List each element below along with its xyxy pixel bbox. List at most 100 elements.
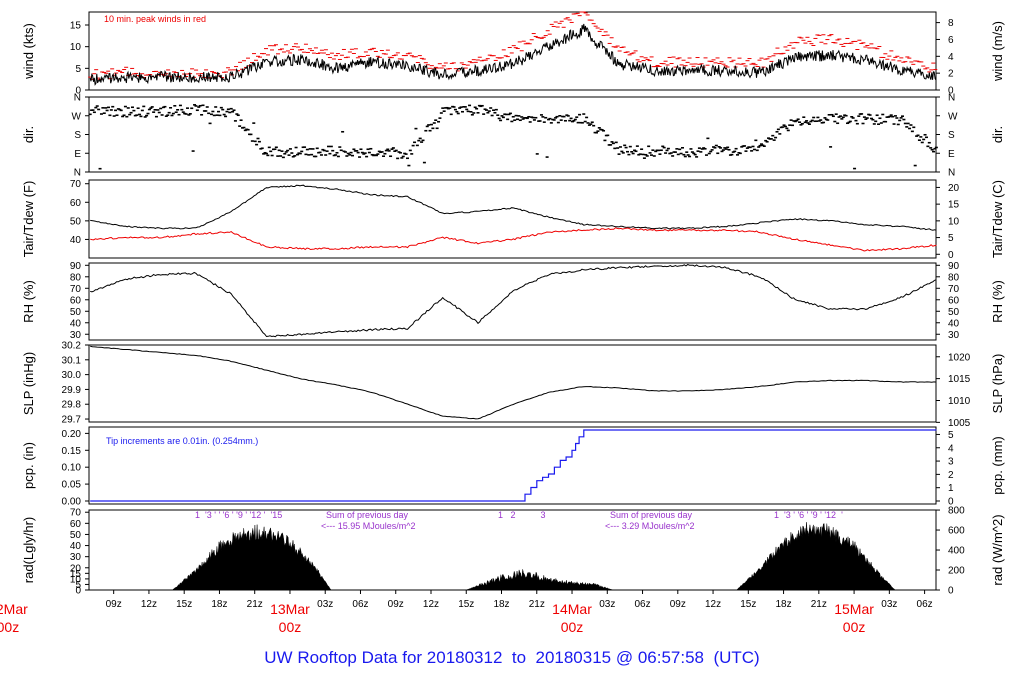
slp-ytick-left-3-tick-label: 30.0 (62, 370, 82, 381)
x-tick-label-12: 21z (529, 599, 545, 610)
dir-ytick-left-2-tick-label: S (74, 130, 81, 141)
slp-panel-frame (88, 344, 937, 423)
x-tick-label-4: 21z (247, 599, 263, 610)
dir-ytick-left-4-tick-label: N (74, 93, 81, 104)
pcp-ytick-left-0-tick-label: 0.00 (62, 497, 82, 508)
rad-day-area-2 (735, 522, 896, 591)
wind-ytick-right-2-tick-label: 4 (948, 52, 954, 63)
wind-ytick-left-1-tick-label: 5 (75, 64, 81, 75)
dir-series (88, 104, 938, 170)
pcp-ytick-right-3-tick-label: 3 (948, 457, 954, 468)
slp-ylabel-right: SLP (hPa) (990, 354, 1005, 414)
temp-ytick-right-4-tick-label: 20 (948, 183, 960, 194)
pcp-ylabel-left: pcp. (in) (21, 442, 36, 489)
rad-ylabel-left: rad(Lgly/hr) (21, 517, 36, 583)
wind-ytick-right-1-tick-label: 2 (948, 69, 954, 80)
rad-ytick-right-4-tick-label: 800 (948, 506, 965, 517)
temp-ylabel-left: Tair/Tdew (F) (21, 181, 36, 258)
rh-ytick-left-6-tick-label: 90 (70, 261, 82, 272)
slp-ytick-left-1-tick-label: 29.8 (62, 400, 82, 411)
rad-ytick-left-0-tick-label: 0 (75, 586, 81, 597)
pcp-annotation: Tip increments are 0.01in. (0.254mm.) (106, 436, 258, 446)
rad-ytick-left-9-tick-label: 70 (70, 508, 82, 519)
wind-peak-series (88, 11, 938, 80)
rh-ytick-left-0-tick-label: 30 (70, 330, 82, 341)
pcp-ytick-left-2-tick-label: 0.10 (62, 463, 82, 474)
rad-ytick-left-6-tick-label: 40 (70, 541, 82, 552)
pcp-ytick-left-3-tick-label: 0.15 (62, 446, 82, 457)
rh-ytick-left-2-tick-label: 50 (70, 307, 82, 318)
temp-ytick-right-1-tick-label: 5 (948, 233, 954, 244)
wind-ytick-left-0-tick-label: 0 (75, 86, 81, 97)
x-tick-label-14: 03z (599, 599, 615, 610)
temp-ytick-right-2-tick-label: 10 (948, 216, 960, 227)
x-tick-label-20: 21z (811, 599, 827, 610)
tdew-series (90, 227, 937, 252)
x-tick-label-19: 18z (776, 599, 792, 610)
dir-ytick-right-0-tick-label: N (948, 168, 955, 179)
x-tick-label-2: 15z (176, 599, 192, 610)
rad-ytick-left-3-tick-label: 15 (70, 569, 82, 580)
rad-sum-value-0: <--- 15.95 MJoules/m^2 (321, 521, 416, 531)
rh-ytick-right-6-tick-label: 90 (948, 261, 960, 272)
x-tick-label-16: 09z (670, 599, 686, 610)
rh-ytick-right-0-tick-label: 30 (948, 330, 960, 341)
x-tick-label-1: 12z (141, 599, 157, 610)
temp-ytick-right-3-tick-label: 15 (948, 200, 960, 211)
temp-ytick-left-0-tick-label: 40 (70, 235, 82, 246)
x-tick-label-10: 15z (458, 599, 474, 610)
rad-ytick-left-8-tick-label: 60 (70, 519, 82, 530)
dir-ytick-left-3-tick-label: W (72, 111, 82, 122)
rad-ytick-left-7-tick-label: 50 (70, 530, 82, 541)
rad-ytick-left-1-tick-label: 5 (75, 580, 81, 591)
pcp-series (90, 429, 937, 502)
dir-ytick-right-3-tick-label: W (948, 111, 958, 122)
rad-ytick-right-2-tick-label: 400 (948, 546, 965, 557)
pcp-ytick-right-4-tick-label: 4 (948, 443, 954, 454)
rh-panel-frame (88, 262, 937, 341)
wind-ytick-left-2-tick-label: 10 (70, 42, 82, 53)
rad-sum-title-0: Sum of previous day (326, 510, 409, 520)
pcp-ytick-right-1-tick-label: 1 (948, 483, 954, 494)
x-day-hour-1: 00z (279, 619, 302, 635)
x-day-hour-3: 00z (843, 619, 866, 635)
temp-ytick-left-3-tick-label: 70 (70, 179, 82, 190)
rad-ytick-right-0-tick-label: 0 (948, 586, 954, 597)
x-tick-label-0: 09z (106, 599, 122, 610)
wind-ytick-left-3-tick-label: 15 (70, 21, 82, 32)
slp-ytick-left-5-tick-label: 30.2 (62, 341, 82, 352)
rad-sum-title-1: Sum of previous day (610, 510, 693, 520)
rad-hour-markers-1: 1 2 3 (498, 510, 546, 520)
tair-series (90, 184, 937, 231)
x-tick-label-3: 18z (211, 599, 227, 610)
pcp-ytick-right-5-tick-label: 5 (948, 430, 954, 441)
x-day-date-0: 12Mar (0, 601, 28, 617)
rad-ylabel-right: rad (W/m^2) (990, 514, 1005, 585)
pcp-ytick-left-4-tick-label: 0.20 (62, 429, 82, 440)
pcp-ytick-right-2-tick-label: 2 (948, 470, 954, 481)
pcp-ytick-right-0-tick-label: 0 (948, 497, 954, 508)
rad-hour-markers-0: 1 '3 ' ' '6 ' '9 ' '12 ' '15 (195, 510, 282, 520)
wind-annotation: 10 min. peak winds in red (104, 14, 206, 24)
rh-ytick-left-3-tick-label: 60 (70, 295, 82, 306)
chart-caption: UW Rooftop Data for 20180312 to 20180315… (264, 648, 760, 667)
rad-hour-markers-2: 1 '3 ' '6 ' '9 ' '12 ' (774, 510, 843, 520)
dir-ytick-right-4-tick-label: N (948, 93, 955, 104)
temp-ytick-left-2-tick-label: 60 (70, 198, 82, 209)
dir-ylabel-left: dir. (21, 126, 36, 143)
x-tick-label-6: 03z (317, 599, 333, 610)
rad-day-area-0 (171, 524, 332, 591)
x-day-hour-2: 00z (561, 619, 584, 635)
rh-series (90, 263, 937, 338)
rad-ytick-right-3-tick-label: 600 (948, 526, 965, 537)
temp-ytick-left-1-tick-label: 50 (70, 216, 82, 227)
x-tick-label-15: 06z (634, 599, 650, 610)
wind-panel-frame (88, 11, 937, 91)
slp-ytick-left-4-tick-label: 30.1 (62, 355, 82, 366)
wind-ylabel-left: wind (kts) (21, 23, 36, 80)
dir-ytick-left-1-tick-label: E (74, 149, 81, 160)
x-day-date-3: 15Mar (834, 601, 874, 617)
pcp-panel-frame (88, 426, 937, 505)
slp-ylabel-left: SLP (inHg) (21, 352, 36, 415)
